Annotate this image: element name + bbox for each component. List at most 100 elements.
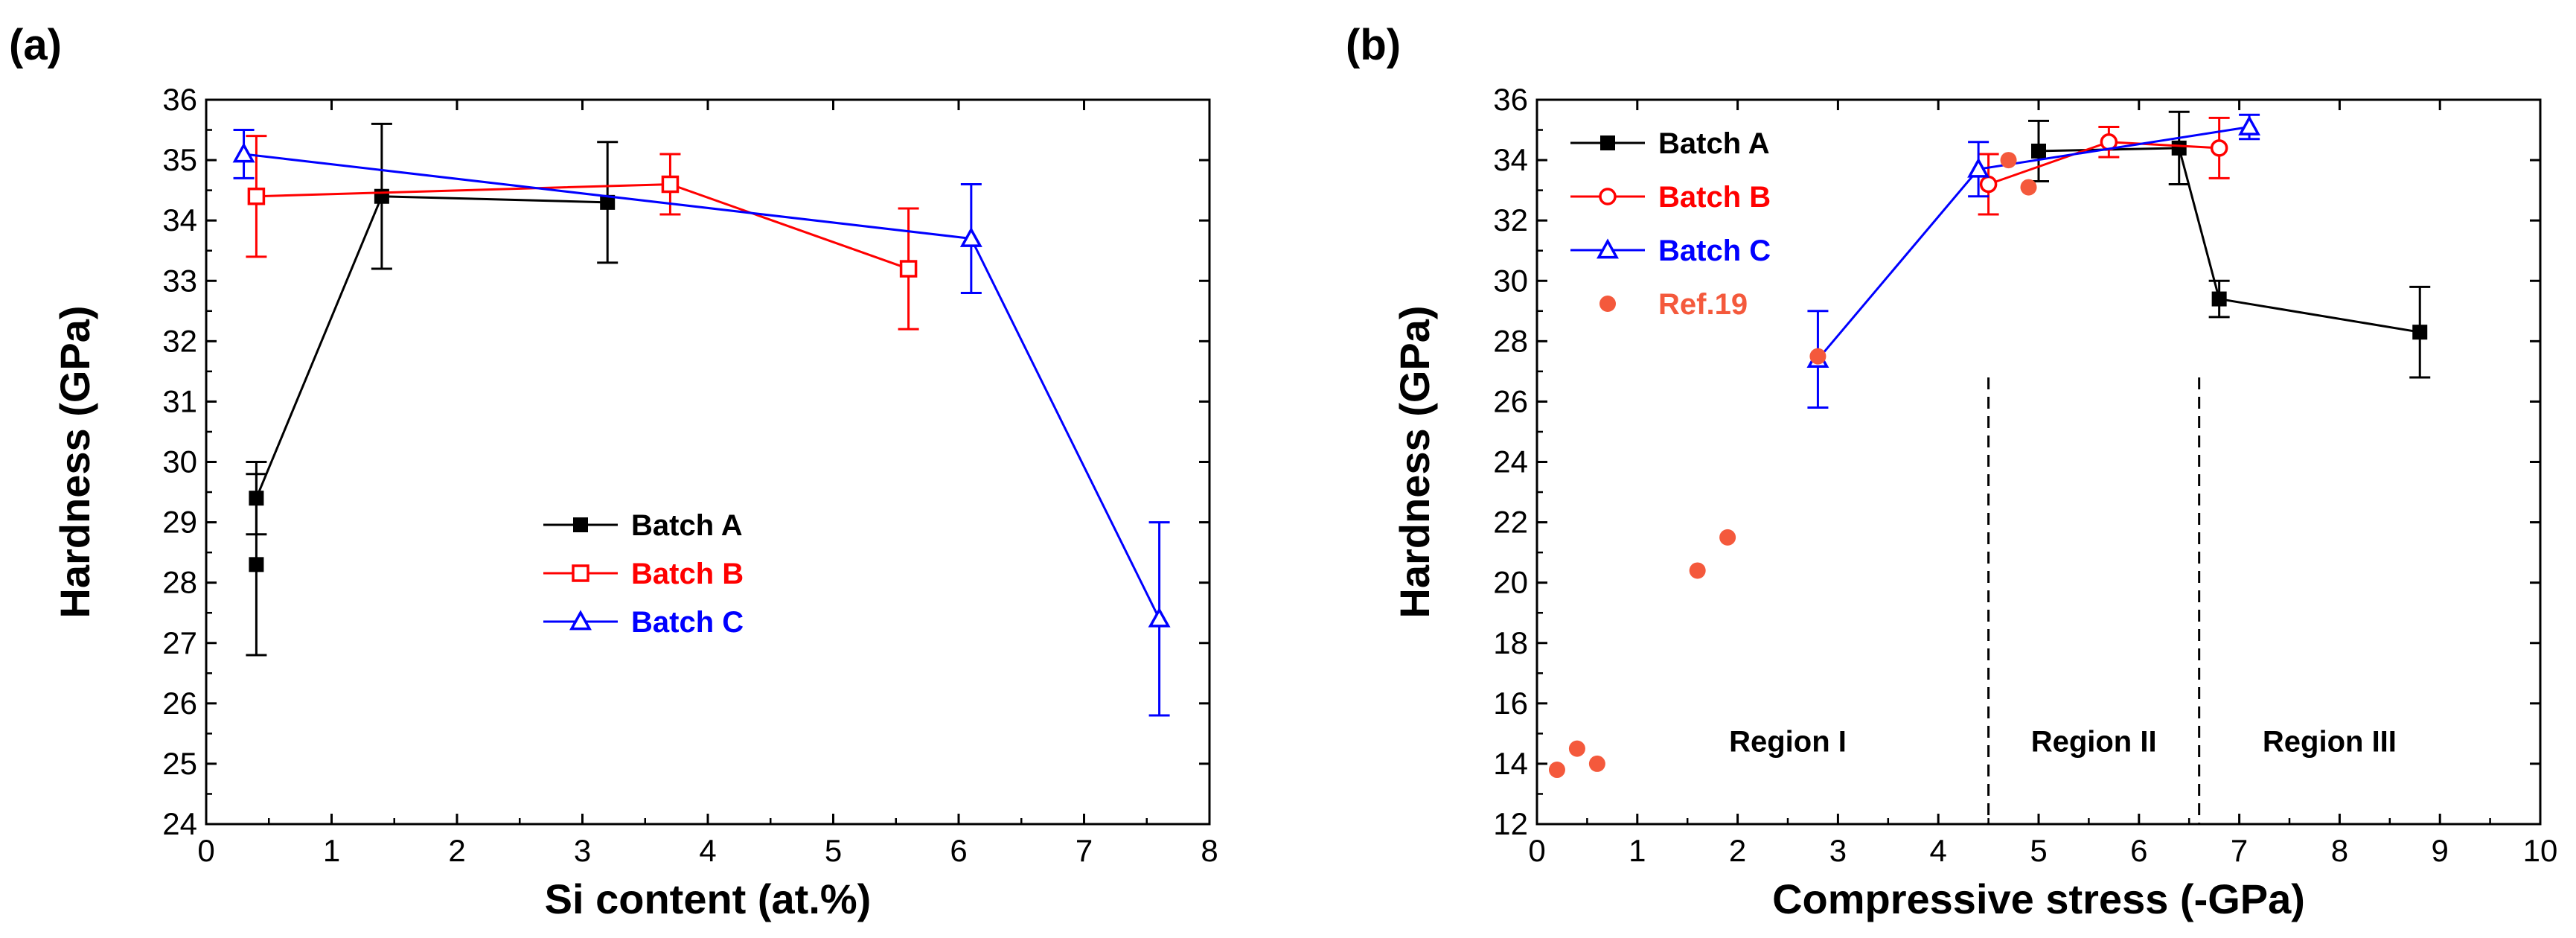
- data-point: [249, 491, 264, 506]
- legend-marker: [572, 564, 589, 582]
- legend-label: Batch C: [1658, 234, 1771, 267]
- legend-label: Batch A: [631, 509, 743, 542]
- legend-label: Batch A: [1658, 127, 1770, 160]
- data-point: [2171, 140, 2187, 156]
- data-point: [249, 557, 264, 572]
- y-tick-label: 30: [162, 444, 197, 479]
- series-batch-c: [232, 129, 1171, 717]
- y-tick-label: 26: [1493, 383, 1528, 418]
- legend-marker: [573, 517, 588, 532]
- y-tick-label: 31: [162, 383, 197, 418]
- legend-label: Batch B: [631, 558, 744, 590]
- data-point: [959, 226, 982, 247]
- data-point: [232, 142, 255, 163]
- data-point: [600, 194, 616, 210]
- data-point: [661, 175, 680, 194]
- x-tick-label: 4: [699, 833, 716, 868]
- y-tick-label: 20: [1493, 565, 1528, 600]
- y-tick-label: 27: [162, 625, 197, 660]
- y-tick-label: 25: [162, 746, 197, 781]
- x-tick-label: 8: [1201, 833, 1218, 868]
- legend-label: Batch B: [1658, 181, 1771, 214]
- data-point: [1148, 607, 1171, 628]
- x-tick-label: 8: [2331, 833, 2348, 868]
- data-point: [2020, 179, 2037, 196]
- x-tick-label: 6: [950, 833, 967, 868]
- y-tick-label: 29: [162, 505, 197, 540]
- legend-label: Ref.19: [1658, 288, 1748, 321]
- data-point: [1568, 740, 1585, 757]
- legend: Batch A Batch B Batch C: [543, 509, 744, 639]
- data-point: [247, 187, 266, 205]
- data-point: [899, 260, 918, 278]
- data-point: [2211, 291, 2227, 307]
- series-batch-b: [246, 135, 919, 331]
- x-tick-label: 0: [1528, 833, 1545, 868]
- data-point: [1689, 562, 1706, 579]
- data-point: [374, 188, 389, 204]
- y-tick-label: 28: [162, 565, 197, 600]
- x-tick-label: 7: [2231, 833, 2248, 868]
- legend-marker: [1597, 238, 1619, 259]
- series-line: [255, 195, 608, 499]
- series-batch-c: [1806, 113, 2261, 409]
- series-line: [256, 183, 910, 270]
- data-point: [1979, 175, 1998, 194]
- y-tick-label: 36: [1493, 82, 1528, 117]
- data-point: [2238, 115, 2261, 135]
- x-tick-label: 5: [825, 833, 842, 868]
- series-line: [2038, 147, 2420, 334]
- series-batch-b: [1978, 116, 2230, 216]
- x-tick-label: 0: [197, 833, 214, 868]
- y-tick-label: 18: [1493, 625, 1528, 660]
- x-tick-label: 6: [2130, 833, 2147, 868]
- series-line: [1817, 126, 2250, 360]
- data-point: [2000, 152, 2017, 169]
- y-tick-label: 28: [1493, 323, 1528, 358]
- region-label: Region I: [1729, 726, 1847, 759]
- x-tick-label: 4: [1930, 833, 1947, 868]
- x-tick-label: 10: [2523, 833, 2558, 868]
- data-point: [1588, 755, 1605, 772]
- data-point: [2210, 139, 2228, 157]
- y-tick-label: 35: [162, 142, 197, 177]
- chart-b: 0 1 2 3 4 5 6 7 8 9 1012141618202224262830323436Co…: [1391, 82, 2557, 922]
- x-tick-label: 2: [1729, 833, 1746, 868]
- legend-marker: [1599, 296, 1616, 312]
- y-tick-label: 36: [162, 82, 197, 117]
- data-point: [1809, 348, 1826, 365]
- legend-marker: [1599, 188, 1617, 205]
- legend-marker: [569, 610, 592, 631]
- data-point: [1548, 762, 1565, 779]
- data-point: [2412, 325, 2428, 340]
- panel-label-b: (b): [1346, 21, 1401, 69]
- y-tick-label: 30: [1493, 263, 1528, 298]
- y-tick-label: 14: [1493, 746, 1528, 781]
- panel-label-a: (a): [9, 21, 62, 69]
- y-tick-label: 22: [1493, 505, 1528, 540]
- data-point: [2031, 143, 2046, 159]
- series-ref-19: [1548, 152, 2037, 779]
- y-tick-label: 24: [162, 806, 197, 841]
- x-tick-label: 7: [1076, 833, 1093, 868]
- x-tick-label: 3: [1829, 833, 1847, 868]
- series-batch-a: [246, 122, 619, 657]
- y-tick-label: 24: [1493, 444, 1528, 479]
- y-tick-label: 34: [1493, 142, 1528, 177]
- x-tick-label: 1: [1629, 833, 1646, 868]
- y-tick-label: 32: [1493, 202, 1528, 237]
- x-tick-label: 5: [2030, 833, 2047, 868]
- x-tick-label: 3: [574, 833, 591, 868]
- region-label: Region III: [2263, 726, 2397, 759]
- legend: Batch A Batch B Batch C Ref.19: [1570, 127, 1771, 321]
- y-axis-title: Hardness (GPa): [1391, 305, 1438, 618]
- data-point: [1967, 157, 1990, 178]
- y-tick-label: 26: [162, 686, 197, 721]
- y-tick-label: 32: [162, 323, 197, 358]
- x-tick-label: 1: [323, 833, 340, 868]
- data-point: [1719, 529, 1736, 546]
- y-tick-label: 34: [162, 202, 197, 237]
- y-tick-label: 16: [1493, 686, 1528, 721]
- y-tick-label: 33: [162, 263, 197, 298]
